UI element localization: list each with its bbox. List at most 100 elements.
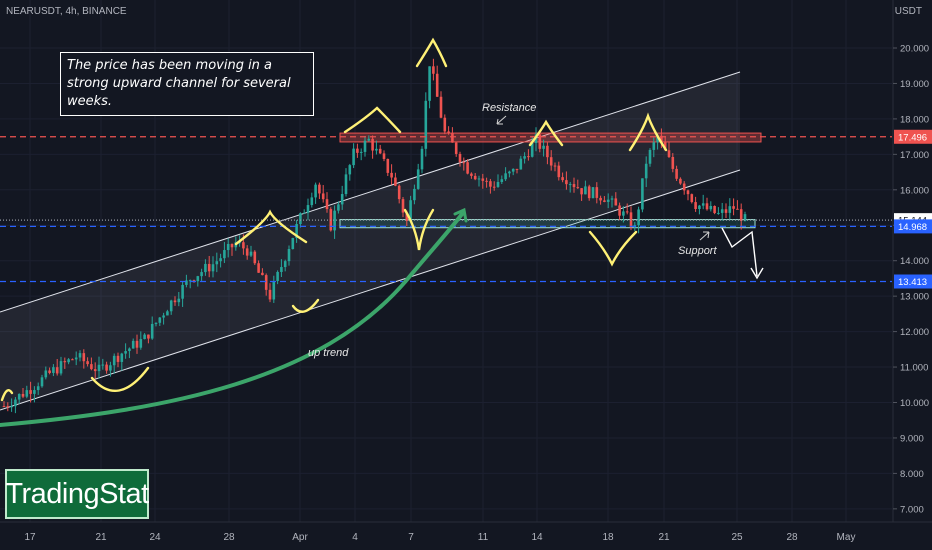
support-pointer: [699, 231, 710, 241]
upward-channel: [0, 71, 741, 411]
time-tick-label: 24: [149, 532, 161, 543]
candle-body: [192, 280, 196, 282]
candle-body: [268, 289, 272, 300]
candle-body: [542, 145, 545, 149]
candle-body: [105, 364, 108, 371]
price-tick-label: 18.000: [900, 114, 929, 125]
candle-body: [511, 168, 515, 172]
price-level-label: 14.968: [898, 222, 927, 233]
price-tick-label: 20.000: [900, 44, 929, 55]
candle-body: [572, 184, 576, 188]
candle-body: [527, 156, 530, 158]
candle-body: [261, 272, 264, 276]
resistance-zone: [339, 132, 762, 143]
candle-body: [162, 315, 165, 318]
analysis-note: The price has been moving in a strong up…: [60, 52, 314, 116]
candle-body: [86, 361, 89, 365]
candle-body: [120, 353, 124, 362]
candle-body: [196, 276, 200, 282]
candle-body: [109, 365, 112, 371]
candle-body: [397, 185, 401, 200]
brand-logo: TradingStat: [5, 469, 149, 519]
candle-body: [644, 163, 648, 179]
candle-body: [428, 66, 431, 101]
time-tick-label: 28: [786, 532, 798, 543]
candle-body: [340, 194, 344, 205]
time-axis[interactable]: 17 21 24 28 Apr 4 7 11 14 18 21 25 28 May: [0, 521, 932, 543]
candle-body: [477, 178, 481, 180]
candle-body: [413, 188, 416, 201]
price-zones: [339, 132, 762, 229]
candle-body: [135, 340, 139, 348]
candle-body: [245, 248, 249, 256]
candle-body: [253, 251, 257, 264]
highlight-curve: [234, 209, 308, 246]
candle-body: [523, 156, 526, 159]
candle-body: [489, 181, 492, 187]
candle-body: [302, 212, 306, 214]
price-level-label: 13.413: [898, 277, 927, 288]
candle-body: [732, 206, 735, 209]
candle-body: [295, 224, 298, 238]
candle-body: [694, 202, 697, 210]
candle-body: [637, 209, 640, 226]
candle-body: [713, 205, 716, 214]
channel-fill: [0, 72, 740, 410]
candle-body: [705, 203, 709, 210]
candle-body: [599, 197, 602, 201]
candle-body: [371, 138, 374, 151]
price-tick-label: 13.000: [900, 292, 929, 303]
candle-body: [280, 267, 283, 272]
candle-body: [310, 197, 314, 206]
price-level-tag: [894, 274, 932, 289]
grid-lines: [0, 0, 892, 522]
candle-body: [675, 168, 678, 179]
price-levels: [0, 136, 892, 283]
candle-body: [90, 364, 93, 370]
candle-body: [40, 377, 44, 387]
price-axis[interactable]: 20.00019.00018.00017.00016.00015.00014.0…: [892, 0, 932, 522]
candle-body: [679, 178, 682, 184]
candle-body: [367, 138, 371, 141]
candle-body: [686, 190, 690, 195]
candle-body: [97, 364, 101, 372]
highlight-curve: [403, 208, 435, 251]
candle-body: [378, 148, 382, 154]
candle-body: [375, 148, 378, 151]
candle-body: [230, 243, 234, 248]
candle-body: [169, 300, 173, 312]
projection-arrowhead: [750, 267, 764, 280]
candle-body: [55, 367, 59, 374]
candle-body: [458, 153, 462, 163]
uptrend-arrow: [0, 212, 464, 427]
candle-body: [660, 135, 663, 142]
candle-body: [249, 251, 253, 256]
highlight-curve: [343, 106, 402, 134]
price-tick-label: 17.000: [900, 150, 929, 161]
price-tick-label: 19.000: [900, 79, 929, 90]
candle-body: [584, 186, 587, 195]
candle-body: [663, 141, 667, 151]
candle-body: [211, 264, 215, 272]
candle-body: [306, 205, 310, 213]
candle-body: [473, 175, 477, 180]
time-tick-label: 11: [478, 532, 489, 543]
candle-body: [405, 212, 409, 221]
candle-body: [462, 162, 466, 164]
candle-body: [561, 177, 564, 181]
candle-body: [207, 263, 211, 272]
symbol-info[interactable]: NEARUSDT, 4h, BINANCE: [6, 6, 127, 17]
candle-body: [14, 399, 17, 407]
candlestick-series: [2, 58, 747, 414]
candle-body: [667, 150, 671, 157]
candle-body: [717, 212, 720, 214]
candle-body: [530, 142, 534, 157]
price-level-tag: [894, 129, 932, 144]
drawing-layer: [0, 37, 764, 427]
candle-body: [242, 242, 245, 249]
candle-body: [709, 205, 713, 210]
candle-body: [595, 187, 599, 198]
time-tick-label: 14: [531, 532, 543, 543]
candle-body: [671, 156, 675, 169]
